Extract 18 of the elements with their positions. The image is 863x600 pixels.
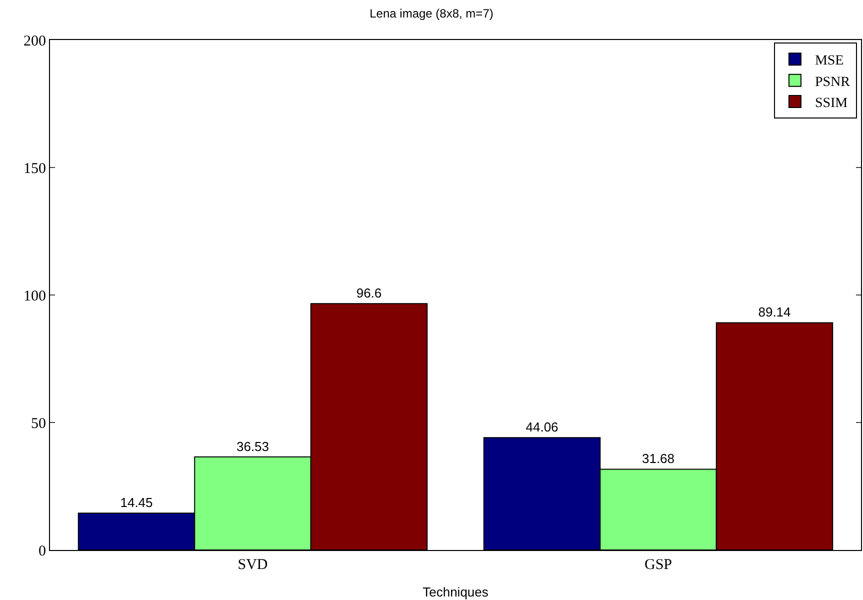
data-label: 44.06 <box>526 420 558 435</box>
y-tick-label: 200 <box>24 33 46 50</box>
x-axis-title: Techniques <box>422 584 489 600</box>
data-label: 14.45 <box>120 495 153 510</box>
data-label: 96.6 <box>356 286 382 301</box>
data-label: 89.14 <box>758 304 791 320</box>
legend-label: SSIM <box>814 96 848 112</box>
data-label: 36.53 <box>236 438 270 454</box>
data-label: 31.68 <box>642 451 675 466</box>
y-tick-label: 50 <box>31 416 46 432</box>
x-tick-label: SVD <box>238 557 268 573</box>
chart-title: Lena image (8x8, m=7) <box>370 6 494 20</box>
y-tick-label: 100 <box>24 288 46 304</box>
legend-label: MSE <box>814 54 844 69</box>
x-tick-label: GSP <box>644 557 672 573</box>
legend-label: PSNR <box>814 74 851 90</box>
y-tick-label: 0 <box>38 543 46 560</box>
y-tick-label: 150 <box>24 160 46 177</box>
